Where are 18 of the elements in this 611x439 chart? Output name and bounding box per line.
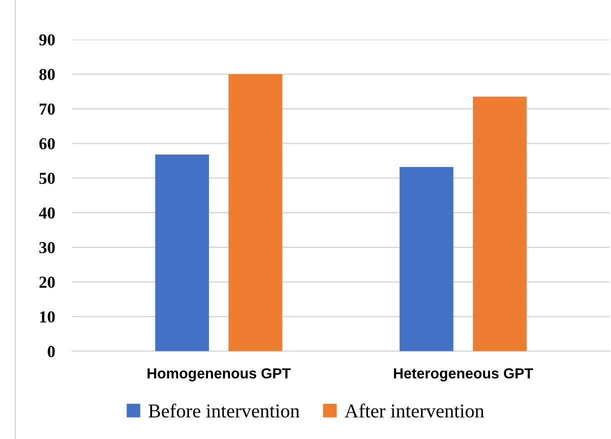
bar (155, 154, 209, 352)
y-tick-label: 30 (39, 242, 55, 254)
y-tick-label: 70 (40, 103, 55, 115)
legend-label: After intervention (344, 404, 484, 418)
bar (400, 166, 454, 352)
bar (472, 96, 527, 352)
x-tick-label: Homogenenous GPT (148, 368, 291, 382)
y-tick-label: 80 (39, 68, 55, 80)
y-tick-label: 60 (39, 138, 55, 150)
y-tick-label: 50 (39, 172, 55, 184)
legend-label: Before intervention (148, 404, 300, 418)
y-tick-label: 90 (39, 34, 55, 46)
y-tick-label: 40 (38, 207, 55, 219)
x-tick-label: Heterogeneous GPT (394, 368, 534, 382)
y-tick-label: 0 (48, 346, 55, 358)
y-tick-label: 20 (39, 276, 55, 288)
y-tick-label: 10 (40, 311, 55, 323)
bar (228, 74, 282, 352)
